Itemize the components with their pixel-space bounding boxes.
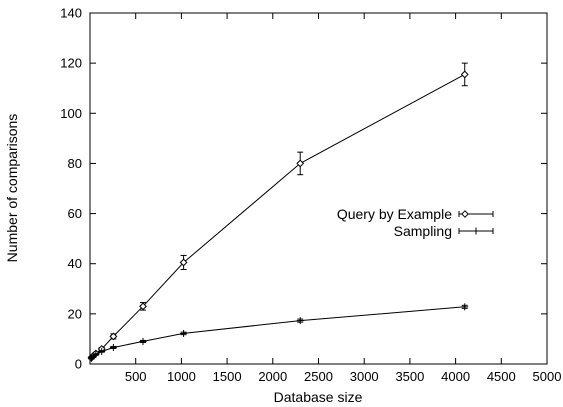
y-tick-label: 20 (68, 306, 82, 321)
series-sampling (87, 303, 469, 362)
data-point-diamond (460, 70, 469, 79)
y-tick-label: 140 (60, 6, 82, 21)
axis-ticks: 500 1000 1500 2000 2500 3000 3500 4000 4500 5000 0… (60, 6, 561, 385)
legend-label-sampling: Sampling (394, 223, 452, 239)
x-tick-label: 2000 (258, 369, 287, 384)
data-point-diamond (461, 210, 469, 218)
x-tick-label: 3500 (395, 369, 424, 384)
y-tick-label: 60 (68, 206, 82, 221)
data-point-diamond (139, 302, 147, 311)
plot-frame (89, 12, 548, 365)
data-point-diamond (179, 258, 188, 267)
y-axis-label: Number of comparisons (4, 114, 20, 263)
y-tick-label: 100 (60, 106, 82, 121)
y-tick-label: 0 (75, 357, 82, 372)
legend: Query by Example Sampling (337, 206, 494, 239)
data-point-diamond (109, 332, 118, 341)
x-tick-label: 3000 (350, 369, 379, 384)
y-tick-label: 120 (60, 56, 82, 71)
x-tick-label: 5000 (533, 369, 562, 384)
x-tick-label: 4000 (441, 369, 470, 384)
x-axis-label: Database size (274, 389, 363, 405)
y-tick-label: 80 (68, 156, 82, 171)
series-layer (87, 62, 469, 362)
x-tick-label: 1500 (213, 369, 242, 384)
x-tick-label: 1000 (167, 369, 196, 384)
y-tick-label: 40 (68, 256, 82, 271)
x-tick-label: 4500 (487, 369, 516, 384)
series-line (91, 306, 465, 359)
x-tick-label: 2500 (304, 369, 333, 384)
data-point-diamond (296, 159, 305, 168)
legend-label-query-by-example: Query by Example (337, 206, 452, 222)
legend-samples (458, 210, 494, 235)
x-tick-label: 500 (125, 369, 147, 384)
